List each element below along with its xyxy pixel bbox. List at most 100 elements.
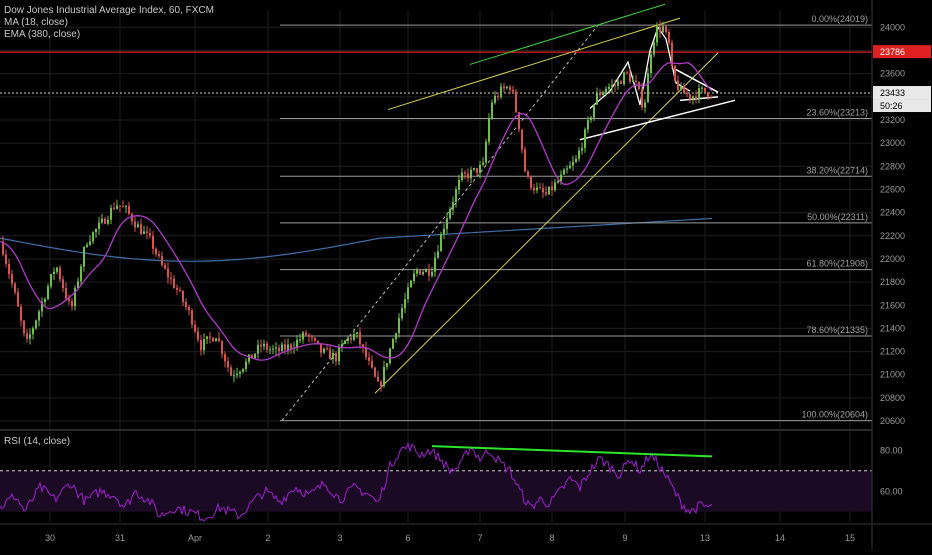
candle-body xyxy=(431,271,433,276)
candle-body xyxy=(164,265,166,269)
candle-body xyxy=(626,72,628,74)
candle-body xyxy=(695,96,697,99)
candle-body xyxy=(701,87,703,89)
candle-body xyxy=(275,347,277,349)
candle-body xyxy=(260,344,262,347)
candle-body xyxy=(629,73,631,82)
candle-body xyxy=(527,171,529,177)
candle-body xyxy=(281,344,283,352)
candle-body xyxy=(581,148,583,151)
main-legend: Dow Jones Industrial Average Index, 60, … xyxy=(4,5,214,41)
candle-body xyxy=(20,306,22,321)
channel-green-line xyxy=(469,3,666,65)
candle-body xyxy=(62,279,64,289)
candle-body xyxy=(23,320,25,334)
candle-body xyxy=(227,361,229,368)
fib-level-label: 100.00%(20604) xyxy=(801,410,868,420)
time-tick-label: 15 xyxy=(845,533,855,543)
candle-body xyxy=(341,344,343,348)
candle-body xyxy=(692,96,694,100)
candle-body xyxy=(470,169,472,179)
ma-legend: MA (18, close) xyxy=(4,17,68,28)
candle-body xyxy=(614,84,616,86)
candle-body xyxy=(473,168,475,170)
candle-body xyxy=(482,162,484,165)
candle-body xyxy=(44,299,46,302)
candle-body xyxy=(344,340,346,344)
candle-body xyxy=(662,26,664,32)
candle-body xyxy=(503,86,505,89)
candle-body xyxy=(104,218,106,224)
time-tick-label: 14 xyxy=(775,533,785,543)
candle-body xyxy=(215,338,217,342)
fib-level-label: 50.00%(22311) xyxy=(807,212,868,222)
candle-body xyxy=(377,376,379,382)
price-tick-label: 20800 xyxy=(880,393,905,403)
rsi-tick-label: 60.00 xyxy=(880,486,903,496)
candle-body xyxy=(209,336,211,338)
candle-body xyxy=(443,228,445,235)
time-tick-label: 9 xyxy=(622,533,627,543)
candle-body xyxy=(566,168,568,170)
candle-body xyxy=(698,88,700,99)
candle-body xyxy=(425,269,427,273)
candle-body xyxy=(233,375,235,377)
candle-body xyxy=(410,280,412,288)
candle-body xyxy=(548,186,550,195)
price-tick-label: 23200 xyxy=(880,115,905,125)
candle-body xyxy=(71,301,73,307)
candle-body xyxy=(155,248,157,255)
time-tick-label: 7 xyxy=(477,533,482,543)
candle-body xyxy=(674,65,676,81)
candle-body xyxy=(617,81,619,86)
candle-body xyxy=(530,176,532,188)
price-tick-label: 24000 xyxy=(880,22,905,32)
time-tick-label: 8 xyxy=(549,533,554,543)
candle-body xyxy=(554,182,556,191)
candle-body xyxy=(710,96,712,98)
candle-body xyxy=(170,277,172,279)
candle-body xyxy=(245,361,247,369)
candle-body xyxy=(272,348,274,350)
time-tick-label: 6 xyxy=(405,533,410,543)
time-tick-label: 30 xyxy=(45,533,55,543)
candle-body xyxy=(29,334,31,339)
candle-body xyxy=(704,87,706,93)
candle-body xyxy=(125,206,127,208)
candle-body xyxy=(224,354,226,362)
channel-lower-line xyxy=(374,52,719,394)
candle-body xyxy=(101,218,103,223)
candle-body xyxy=(563,169,565,175)
candle-body xyxy=(545,192,547,195)
candle-body xyxy=(335,353,337,362)
candle-body xyxy=(455,189,457,202)
candle-body xyxy=(56,267,58,272)
candle-body xyxy=(506,86,508,89)
candle-body xyxy=(230,367,232,376)
candle-body xyxy=(17,292,19,307)
candle-body xyxy=(461,172,463,180)
candle-body xyxy=(68,298,70,302)
candle-body xyxy=(434,257,436,272)
candle-body xyxy=(521,129,523,150)
pattern-outline xyxy=(589,25,691,109)
candle-body xyxy=(59,267,61,280)
candle-body xyxy=(404,299,406,309)
price-tick-label: 21800 xyxy=(880,277,905,287)
candle-body xyxy=(338,347,340,362)
candle-body xyxy=(494,95,496,103)
candle-body xyxy=(605,88,607,93)
candle-body xyxy=(137,224,139,228)
price-tick-label: 21200 xyxy=(880,347,905,357)
ma-line xyxy=(0,62,713,361)
candle-body xyxy=(218,338,220,342)
candle-body xyxy=(497,95,499,98)
candle-body xyxy=(689,94,691,100)
candle-body xyxy=(398,318,400,334)
candle-body xyxy=(146,231,148,233)
candle-body xyxy=(557,181,559,183)
candle-body xyxy=(578,150,580,159)
candle-body xyxy=(599,93,601,96)
candle-body xyxy=(575,158,577,162)
candle-body xyxy=(95,229,97,233)
